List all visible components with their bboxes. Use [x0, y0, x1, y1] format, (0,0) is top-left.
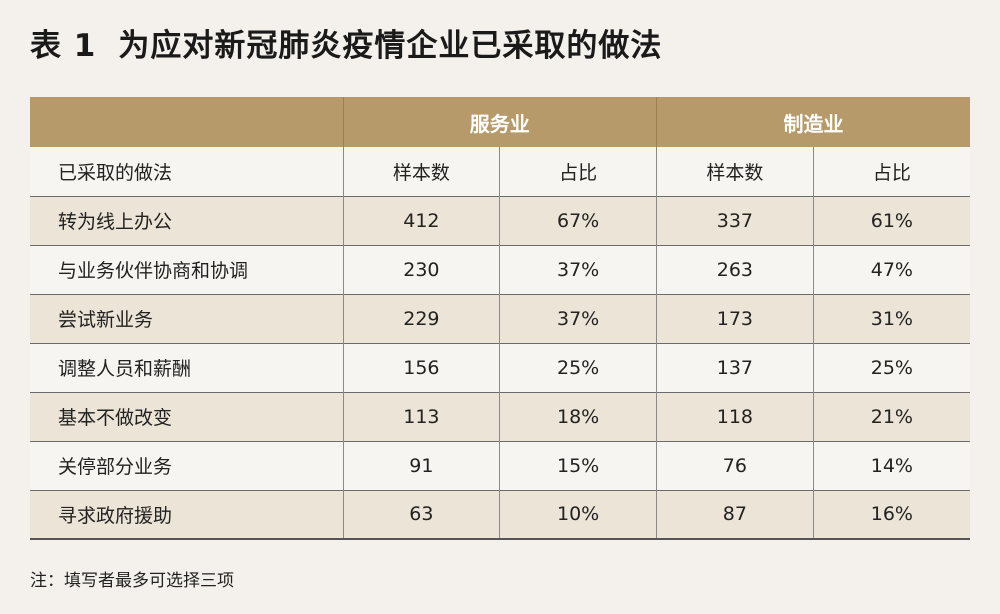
practice-cell: 调整人员和薪酬 — [30, 343, 343, 392]
table-number: 表 1 — [30, 28, 97, 64]
services-count-cell: 156 — [342, 343, 500, 392]
services-share-cell: 25% — [499, 343, 657, 392]
practice-cell: 尝试新业务 — [30, 294, 343, 343]
column-header-practice: 已采取的做法 — [30, 147, 343, 196]
manufacturing-share-cell: 16% — [812, 490, 970, 539]
services-share-cell: 10% — [499, 490, 657, 539]
manufacturing-count-cell: 337 — [656, 196, 814, 245]
manufacturing-share-cell: 25% — [812, 343, 970, 392]
manufacturing-share-cell: 14% — [812, 441, 970, 490]
manufacturing-count-cell: 137 — [656, 343, 814, 392]
manufacturing-share-cell: 31% — [812, 294, 970, 343]
table-row: 调整人员和薪酬 156 25% 137 25% — [30, 343, 970, 392]
practice-cell: 关停部分业务 — [30, 441, 343, 490]
column-header-services-count: 样本数 — [342, 147, 500, 196]
manufacturing-share-cell: 21% — [812, 392, 970, 441]
services-count-cell: 91 — [342, 441, 500, 490]
manufacturing-count-cell: 263 — [656, 245, 814, 294]
manufacturing-count-cell: 76 — [656, 441, 814, 490]
table-row: 与业务伙伴协商和协调 230 37% 263 47% — [30, 245, 970, 294]
manufacturing-count-cell: 87 — [656, 490, 814, 539]
table-row: 寻求政府援助 63 10% 87 16% — [30, 490, 970, 539]
services-count-cell: 229 — [342, 294, 500, 343]
table-row: 关停部分业务 91 15% 76 14% — [30, 441, 970, 490]
column-header-services-share: 占比 — [499, 147, 657, 196]
practice-cell: 与业务伙伴协商和协调 — [30, 245, 343, 294]
services-share-cell: 67% — [499, 196, 657, 245]
data-table: 服务业 制造业 已采取的做法 样本数 占比 样本数 占比 转为线上办公 412 67… — [30, 97, 970, 540]
column-header-manufacturing-share: 占比 — [812, 147, 970, 196]
table-row: 基本不做改变 113 18% 118 21% — [30, 392, 970, 441]
manufacturing-count-cell: 118 — [656, 392, 814, 441]
group-header-empty — [30, 97, 343, 147]
services-count-cell: 230 — [342, 245, 500, 294]
table-title-text: 为应对新冠肺炎疫情企业已采取的做法 — [118, 28, 663, 64]
manufacturing-count-cell: 173 — [656, 294, 814, 343]
table-row: 转为线上办公 412 67% 337 61% — [30, 196, 970, 245]
services-count-cell: 113 — [342, 392, 500, 441]
table-body: 已采取的做法 样本数 占比 样本数 占比 转为线上办公 412 67% 337 61% 与… — [30, 147, 970, 539]
practice-cell: 转为线上办公 — [30, 196, 343, 245]
table-row: 尝试新业务 229 37% 173 31% — [30, 294, 970, 343]
group-header-row: 服务业 制造业 — [30, 97, 970, 147]
column-header-row: 已采取的做法 样本数 占比 样本数 占比 — [30, 147, 970, 196]
group-header-manufacturing: 制造业 — [656, 97, 970, 147]
services-share-cell: 18% — [499, 392, 657, 441]
column-header-manufacturing-count: 样本数 — [656, 147, 814, 196]
manufacturing-share-cell: 47% — [812, 245, 970, 294]
practice-cell: 基本不做改变 — [30, 392, 343, 441]
footnote: 注：填写者最多可选择三项 — [30, 571, 234, 591]
services-share-cell: 15% — [499, 441, 657, 490]
table-title: 表 1 为应对新冠肺炎疫情企业已采取的做法 — [30, 20, 662, 65]
services-count-cell: 63 — [342, 490, 500, 539]
services-share-cell: 37% — [499, 294, 657, 343]
group-header-services: 服务业 — [342, 97, 657, 147]
practice-cell: 寻求政府援助 — [30, 490, 343, 539]
services-share-cell: 37% — [499, 245, 657, 294]
manufacturing-share-cell: 61% — [812, 196, 970, 245]
services-count-cell: 412 — [342, 196, 500, 245]
